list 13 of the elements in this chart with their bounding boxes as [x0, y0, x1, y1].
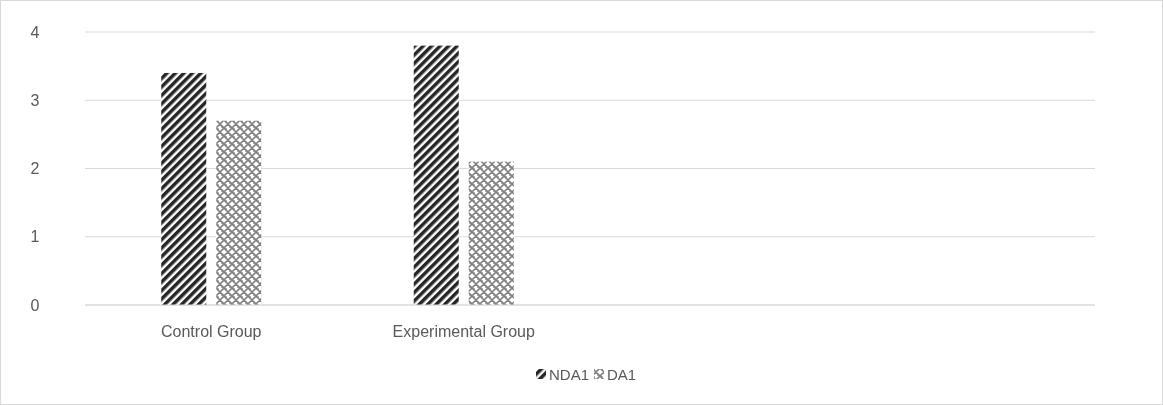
legend-label: DA1 — [607, 366, 637, 384]
x-tick-label: Experimental Group — [392, 323, 535, 340]
y-tick-label: 2 — [30, 160, 40, 178]
x-tick-label: Control Group — [161, 323, 262, 340]
y-tick-label: 4 — [30, 23, 40, 41]
y-tick-label: 3 — [30, 91, 40, 109]
legend-label: NDA1 — [549, 366, 590, 384]
bar — [468, 161, 514, 305]
y-tick-label: 1 — [30, 228, 40, 246]
y-tick-label: 0 — [30, 296, 40, 314]
bar — [216, 120, 262, 305]
bar — [413, 45, 459, 305]
bar — [161, 72, 207, 305]
